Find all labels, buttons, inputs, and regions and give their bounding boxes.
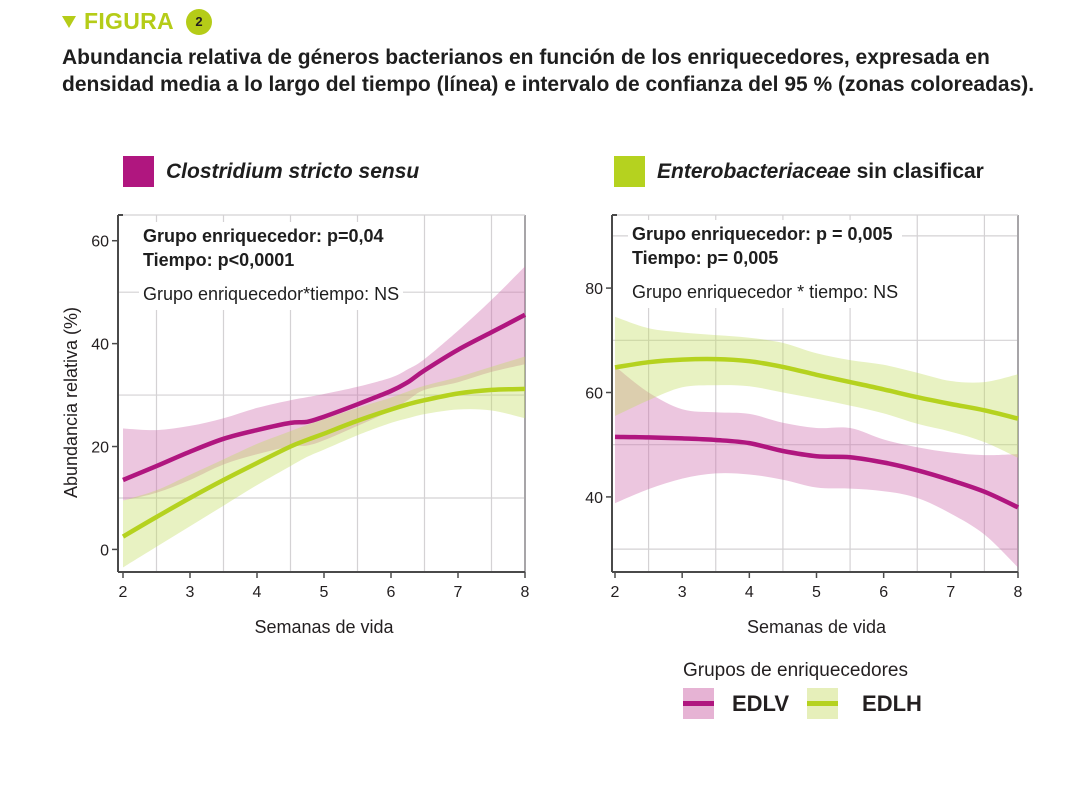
figure-label: FIGURA — [84, 8, 174, 34]
x-tick-label: 3 — [186, 584, 195, 601]
panel-title-italic: Clostridium stricto sensu — [166, 159, 420, 183]
y-tick-label: 0 — [100, 542, 109, 559]
panel-color-swatch — [123, 156, 154, 187]
stats-interaction: Grupo enriquecedor * tiempo: NS — [632, 282, 899, 302]
x-axis-title: Semanas de vida — [747, 617, 887, 637]
panel-title-enterobacteriaceae: Enterobacteriaceae sin clasificar — [614, 156, 984, 187]
series-line-edlh — [614, 356, 1019, 421]
y-tick-label: 40 — [91, 337, 109, 354]
x-tick-label: 6 — [879, 584, 888, 601]
x-tick-label: 3 — [678, 584, 687, 601]
panel-color-swatch — [614, 156, 645, 187]
panel-title-clostridium: Clostridium stricto sensu — [123, 156, 419, 187]
figure-header: FIGURA 2 — [62, 8, 212, 35]
stats-time: Tiempo: p= 0,005 — [632, 248, 779, 268]
x-tick-label: 5 — [320, 584, 329, 601]
stats-interaction: Grupo enriquecedor*tiempo: NS — [143, 284, 400, 304]
y-axis-title: Abundancia relativa (%) — [61, 307, 81, 498]
stats-box-left: Grupo enriquecedor: p=0,04 Tiempo: p<0,0… — [139, 222, 404, 310]
series-line-edlv — [614, 434, 1019, 510]
ci-band-edlv — [615, 366, 1018, 568]
x-tick-label: 7 — [454, 584, 463, 601]
x-tick-label: 2 — [119, 584, 128, 601]
triangle-down-icon — [62, 16, 76, 28]
panel-title-rest: sin clasificar — [850, 159, 984, 183]
stats-box-right: Grupo enriquecedor: p = 0,005 Tiempo: p=… — [628, 220, 903, 308]
y-tick-label: 20 — [91, 440, 109, 457]
stats-group: Grupo enriquecedor: p = 0,005 — [632, 224, 893, 244]
x-axis-title: Semanas de vida — [254, 617, 394, 637]
legend-title: Grupos de enriquecedores — [683, 660, 908, 681]
figure-caption: Abundancia relativa de géneros bacterian… — [62, 46, 1035, 96]
x-tick-label: 8 — [1014, 584, 1023, 601]
x-tick-label: 2 — [611, 584, 620, 601]
series-line-edlh — [121, 386, 526, 539]
ci-band-edlh — [123, 356, 525, 568]
series-line-edlv — [122, 312, 527, 483]
x-tick-label: 8 — [521, 584, 530, 601]
x-tick-label: 7 — [946, 584, 955, 601]
x-tick-label: 4 — [745, 584, 754, 601]
panel-title-italic: Enterobacteriaceae — [657, 159, 851, 183]
x-tick-label: 6 — [387, 584, 396, 601]
y-tick-label: 60 — [91, 234, 109, 251]
x-tick-label: 5 — [812, 584, 821, 601]
x-tick-label: 4 — [253, 584, 262, 601]
stats-time: Tiempo: p<0,0001 — [143, 250, 295, 270]
legend: Grupos de enriquecedores EDLV EDLH — [683, 660, 940, 719]
legend-key-edlv — [683, 688, 714, 719]
stats-group: Grupo enriquecedor: p=0,04 — [143, 226, 384, 246]
legend-label-edlh: EDLH — [862, 690, 922, 716]
y-tick-label: 80 — [585, 281, 603, 298]
y-tick-label: 40 — [585, 490, 603, 507]
legend-label-edlv: EDLV — [732, 690, 790, 716]
ci-band-edlv — [123, 266, 525, 501]
legend-key-edlh — [807, 688, 839, 719]
figure-number-badge: 2 — [185, 8, 212, 35]
ci-band-edlh — [615, 316, 1018, 458]
y-tick-label: 60 — [585, 386, 603, 403]
